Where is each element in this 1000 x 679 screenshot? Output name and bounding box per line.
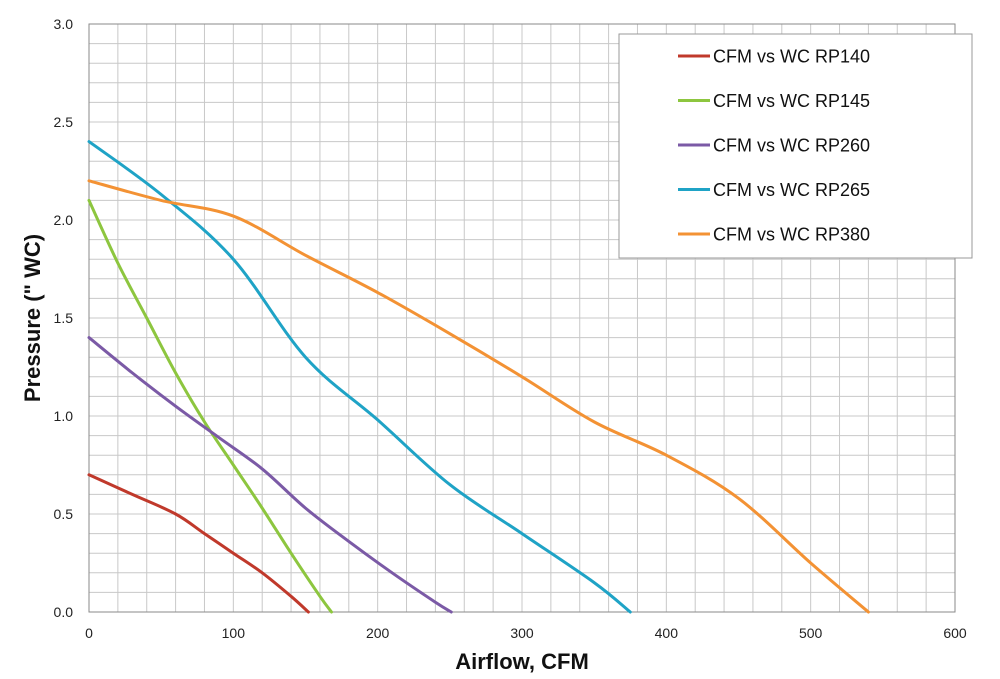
x-tick-label: 500 [799, 625, 823, 641]
legend: CFM vs WC RP140 CFM vs WC RP145 CFM vs WC … [618, 33, 973, 259]
y-tick-label: 0.0 [54, 604, 74, 620]
legend-label-rp380: CFM vs WC RP380 [713, 225, 870, 245]
y-tick-label: 2.5 [54, 114, 74, 130]
plot-area-border [88, 23, 956, 613]
legend-label-rp260: CFM vs WC RP260 [713, 136, 870, 156]
x-tick-label: 400 [655, 625, 679, 641]
y-tick-label: 0.5 [54, 506, 74, 522]
tick-labels: 0 100 200 300 400 500 600 0.0 0.5 1.0 1.5 2.0 2.5 3.0 [54, 16, 967, 641]
x-tick-label: 200 [366, 625, 390, 641]
legend-box [618, 33, 973, 259]
y-tick-label: 1.5 [54, 310, 74, 326]
x-tick-label: 300 [510, 625, 534, 641]
series-line-rp265 [87, 140, 632, 614]
y-tick-label: 3.0 [54, 16, 74, 32]
series-line-rp260 [87, 336, 453, 614]
legend-label-rp140: CFM vs WC RP140 [713, 47, 870, 67]
x-tick-label: 100 [222, 625, 246, 641]
x-axis-title: Airflow, CFM [455, 649, 589, 674]
series-lines [87, 140, 870, 614]
series-line-rp380 [87, 179, 870, 614]
x-tick-label: 600 [943, 625, 967, 641]
y-axis-title: Pressure (" WC) [20, 234, 45, 402]
series-line-rp140 [87, 473, 310, 614]
series-line-rp145 [87, 198, 333, 614]
y-tick-label: 2.0 [54, 212, 74, 228]
legend-label-rp145: CFM vs WC RP145 [713, 91, 870, 111]
y-tick-label: 1.0 [54, 408, 74, 424]
legend-label-rp265: CFM vs WC RP265 [713, 180, 870, 200]
axes [88, 23, 956, 613]
x-tick-label: 0 [85, 625, 93, 641]
